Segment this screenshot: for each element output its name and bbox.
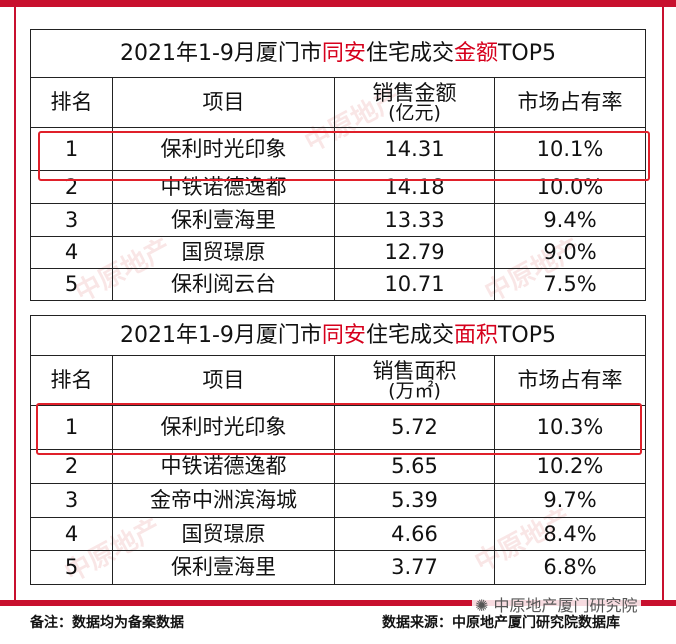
table-row: 2 中铁诺德逸都 14.18 10.0% — [30, 170, 646, 204]
cell-value: 14.31 — [334, 127, 495, 171]
cell-project: 保利阅云台 — [112, 268, 335, 301]
table-row: 5 保利阅云台 10.71 7.5% — [30, 268, 646, 301]
wechat-account-label: ✺ 中原地产厦门研究院 — [472, 592, 641, 616]
header-share: 市场占有率 — [494, 77, 646, 128]
cell-project: 保利时光印象 — [112, 127, 335, 171]
header-metric: 销售面积 (万㎡) — [334, 355, 495, 406]
cell-share: 8.4% — [494, 517, 646, 551]
cell-share: 10.1% — [494, 127, 646, 171]
cell-share: 9.4% — [494, 203, 646, 237]
cell-rank: 4 — [30, 236, 113, 269]
cell-project: 保利时光印象 — [112, 405, 335, 450]
table-row: 4 国贸璟原 4.66 8.4% — [30, 517, 646, 551]
header-rank: 排名 — [30, 77, 113, 128]
header-row: 排名 项目 销售面积 (万㎡) 市场占有率 — [30, 355, 646, 406]
cell-rank: 3 — [30, 203, 113, 237]
table-title: 2021年1-9月厦门市同安住宅成交面积TOP5 — [30, 315, 646, 356]
cell-share: 9.0% — [494, 236, 646, 269]
right-frame-line — [662, 7, 664, 600]
cell-project: 国贸璟原 — [112, 236, 335, 269]
cell-share: 7.5% — [494, 268, 646, 301]
table-row: 1 保利时光印象 14.31 10.1% — [30, 127, 646, 171]
footer-source: 数据来源：中原地产厦门研究院数据库 — [382, 615, 620, 631]
cell-value: 14.18 — [334, 170, 495, 204]
cell-project: 保利壹海里 — [112, 203, 335, 237]
cell-share: 9.7% — [494, 483, 646, 518]
header-row: 排名 项目 销售金额 (亿元) 市场占有率 — [30, 77, 646, 128]
cell-value: 5.39 — [334, 483, 495, 518]
table-row: 3 保利壹海里 13.33 9.4% — [30, 203, 646, 237]
cell-project: 保利壹海里 — [112, 550, 335, 585]
cell-value: 3.77 — [334, 550, 495, 585]
cell-value: 10.71 — [334, 268, 495, 301]
cell-value: 12.79 — [334, 236, 495, 269]
sales-amount-table: 2021年1-9月厦门市同安住宅成交金额TOP5 排名 项目 销售金额 (亿元) … — [30, 29, 646, 301]
highlight-box — [36, 403, 642, 455]
cell-rank: 4 — [30, 517, 113, 551]
header-project: 项目 — [112, 355, 335, 406]
wechat-icon: ✺ — [475, 596, 494, 615]
header-project: 项目 — [112, 77, 335, 128]
cell-project: 金帝中洲滨海城 — [112, 483, 335, 518]
cell-value: 13.33 — [334, 203, 495, 237]
cell-share: 6.8% — [494, 550, 646, 585]
cell-project: 国贸璟原 — [112, 517, 335, 551]
footer-note: 备注：数据均为备案数据 — [30, 615, 184, 631]
highlight-box — [38, 131, 650, 181]
header-metric: 销售金额 (亿元) — [334, 77, 495, 128]
table-row: 4 国贸璟原 12.79 9.0% — [30, 236, 646, 269]
table-row: 5 保利壹海里 3.77 6.8% — [30, 550, 646, 585]
header-share: 市场占有率 — [494, 355, 646, 406]
cell-value: 4.66 — [334, 517, 495, 551]
sales-area-table: 2021年1-9月厦门市同安住宅成交面积TOP5 排名 项目 销售面积 (万㎡) … — [30, 315, 646, 585]
cell-value: 5.72 — [334, 405, 495, 450]
cell-rank: 5 — [30, 268, 113, 301]
left-frame-line — [14, 7, 16, 600]
top-red-bar — [0, 0, 676, 7]
cell-share: 10.0% — [494, 170, 646, 204]
header-rank: 排名 — [30, 355, 113, 406]
cell-rank: 5 — [30, 550, 113, 585]
cell-project: 中铁诺德逸都 — [112, 170, 335, 204]
cell-rank: 3 — [30, 483, 113, 518]
table-row: 3 金帝中洲滨海城 5.39 9.7% — [30, 483, 646, 518]
bottom-red-bar — [0, 600, 676, 606]
table-title: 2021年1-9月厦门市同安住宅成交金额TOP5 — [30, 29, 646, 78]
